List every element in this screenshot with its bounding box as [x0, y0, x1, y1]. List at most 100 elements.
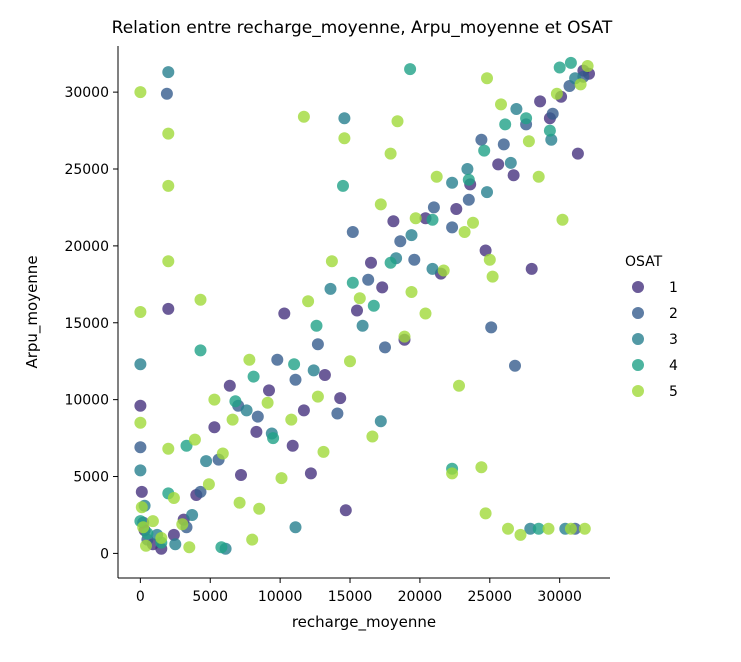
data-point-osat-3-15	[356, 319, 369, 332]
data-point-osat-4-20	[478, 144, 491, 157]
data-point-osat-5-6	[146, 515, 159, 528]
data-point-osat-5-37	[374, 198, 387, 211]
y-tick-label-0: 0	[100, 546, 109, 562]
data-point-osat-5-1	[134, 306, 147, 318]
data-point-osat-1-32	[507, 169, 520, 182]
data-point-osat-5-50	[475, 461, 488, 474]
data-point-osat-4-24	[543, 124, 556, 137]
data-point-osat-5-38	[384, 147, 397, 160]
data-point-osat-2-17	[408, 253, 421, 266]
legend-label-5: 5	[669, 384, 678, 400]
data-point-osat-3-21	[461, 163, 474, 175]
data-point-osat-5-59	[532, 170, 545, 183]
data-point-osat-1-5	[162, 302, 175, 315]
data-point-osat-1-11	[235, 469, 247, 481]
data-point-osat-5-63	[564, 522, 577, 535]
data-point-osat-5-54	[486, 270, 499, 283]
data-point-osat-5-64	[574, 78, 587, 91]
data-point-osat-2-20	[462, 193, 475, 206]
data-point-osat-4-8	[247, 370, 260, 383]
y-tick-label-4: 20000	[64, 239, 109, 255]
legend-marker-5	[632, 385, 644, 397]
data-point-osat-2-23	[497, 138, 510, 151]
data-point-osat-5-48	[458, 226, 471, 238]
data-point-osat-1-17	[304, 467, 317, 480]
legend-marker-2	[632, 307, 644, 319]
legend-entries: 1 2 3 4 5	[632, 280, 678, 400]
data-point-osat-5-25	[261, 396, 274, 409]
y-tick-label-6: 30000	[64, 85, 109, 101]
data-point-osat-5-56	[502, 522, 514, 535]
data-point-osat-5-8	[162, 127, 175, 140]
data-point-osat-5-22	[243, 353, 256, 366]
data-point-osat-5-39	[391, 115, 404, 128]
data-point-osat-1-12	[250, 425, 263, 438]
data-point-osat-5-28	[297, 110, 310, 123]
data-point-osat-2-15	[379, 341, 391, 354]
data-point-osat-5-55	[495, 98, 507, 111]
data-point-osat-3-19	[426, 262, 439, 275]
data-point-osat-4-9	[267, 432, 280, 445]
data-point-osat-2-26	[546, 107, 559, 120]
data-point-osat-3-4	[162, 66, 175, 79]
data-point-osat-5-42	[409, 212, 422, 225]
x-axis-label: recharge_moyenne	[292, 613, 436, 632]
data-point-osat-3-23	[504, 156, 517, 169]
data-point-osat-5-34	[344, 355, 356, 368]
data-point-osat-5-19	[216, 447, 229, 460]
legend: OSAT 1 2 3 4 5	[625, 254, 678, 400]
x-tick-label-2: 10000	[258, 589, 303, 605]
data-point-osat-5-41	[405, 286, 418, 298]
legend-marker-4	[632, 359, 644, 371]
data-point-osat-5-33	[338, 132, 351, 145]
data-point-osat-2-16	[394, 235, 407, 248]
legend-label-1: 1	[669, 280, 678, 296]
y-tick-label-3: 15000	[64, 316, 109, 332]
data-point-osat-1-1	[135, 485, 148, 498]
data-point-osat-3-26	[545, 133, 558, 146]
data-point-osat-3-5	[169, 538, 182, 551]
data-point-osat-4-5	[194, 344, 207, 357]
data-point-osat-1-34	[534, 95, 547, 108]
y-axis-label: Arpu_moyenne	[23, 255, 42, 368]
data-point-osat-5-46	[446, 467, 459, 480]
data-point-osat-4-17	[426, 213, 439, 226]
data-point-osat-4-4	[180, 439, 193, 452]
data-point-osat-5-61	[550, 87, 563, 100]
data-point-osat-1-10	[223, 379, 236, 392]
data-point-osat-2-11	[311, 338, 324, 351]
data-point-osat-2-8	[251, 410, 264, 423]
data-point-osat-4-26	[564, 56, 577, 69]
data-point-osat-1-33	[525, 262, 538, 275]
data-point-osat-5-2	[134, 416, 147, 429]
data-point-osat-1-19	[334, 392, 347, 405]
data-point-osat-3-24	[510, 103, 523, 115]
data-point-osat-5-31	[317, 445, 330, 458]
data-point-osat-1-28	[450, 203, 463, 215]
data-point-osat-2-5	[194, 485, 207, 498]
data-point-osat-5-49	[467, 216, 479, 229]
chart-title: Relation entre recharge_moyenne, Arpu_mo…	[112, 18, 613, 38]
data-point-osat-4-11	[310, 319, 323, 332]
data-point-osat-5-57	[514, 528, 527, 541]
data-point-osat-4-7	[229, 395, 242, 408]
data-point-osat-4-22	[520, 112, 533, 125]
data-point-osat-5-12	[167, 492, 180, 504]
data-point-osat-1-30	[479, 244, 492, 257]
data-point-osat-3-0	[134, 358, 147, 371]
data-point-osat-5-30	[311, 390, 324, 403]
data-point-osat-2-24	[509, 359, 521, 372]
data-point-osat-5-51	[479, 507, 492, 520]
data-point-osat-2-14	[362, 273, 375, 286]
data-point-osat-1-37	[571, 147, 584, 160]
points-layer	[134, 56, 595, 555]
data-point-osat-5-11	[162, 442, 175, 455]
data-point-osat-4-10	[288, 358, 301, 371]
data-point-osat-5-5	[140, 539, 152, 552]
data-point-osat-1-9	[208, 421, 221, 434]
data-point-osat-5-15	[188, 433, 201, 446]
data-point-osat-5-44	[430, 170, 443, 183]
data-point-osat-5-3	[135, 501, 148, 514]
legend-label-4: 4	[669, 358, 678, 374]
data-point-osat-5-21	[233, 496, 246, 509]
